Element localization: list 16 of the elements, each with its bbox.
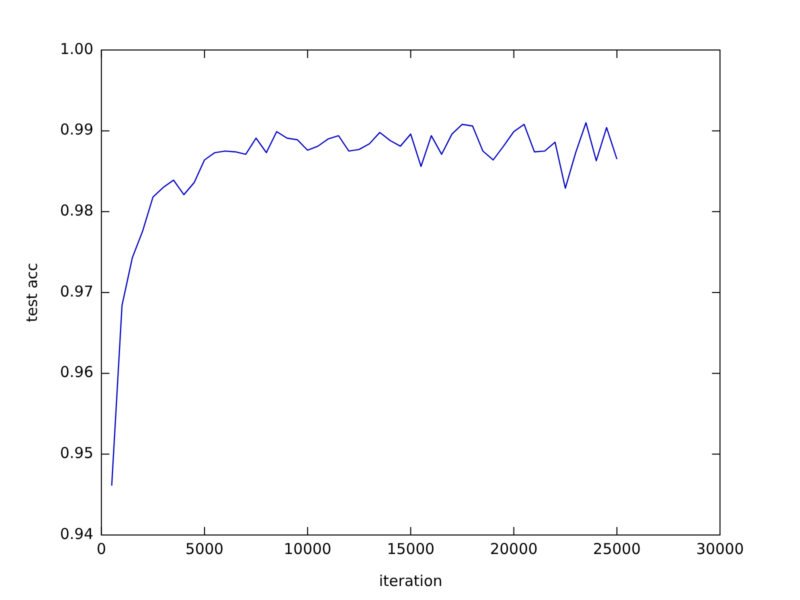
x-tick-label: 0 [96,540,106,558]
x-tick-label: 25000 [593,540,641,558]
y-tick-label: 0.98 [60,202,94,220]
x-tick-label: 5000 [185,540,224,558]
x-tick-label: 20000 [490,540,538,558]
y-tick-label: 0.95 [60,444,94,462]
y-tick-label: 0.99 [60,120,94,139]
y-tick-label: 1.00 [60,40,94,58]
x-tick-label: 10000 [284,540,332,558]
y-tick-label: 0.94 [60,524,94,543]
y-axis-title: test acc [22,262,41,322]
x-tick-label: 15000 [386,540,435,558]
x-axis-title: iteration [379,572,442,590]
y-tick-label: 0.97 [60,282,94,300]
y-tick-label: 0.96 [60,363,94,382]
x-tick-label: 30000 [696,540,744,558]
